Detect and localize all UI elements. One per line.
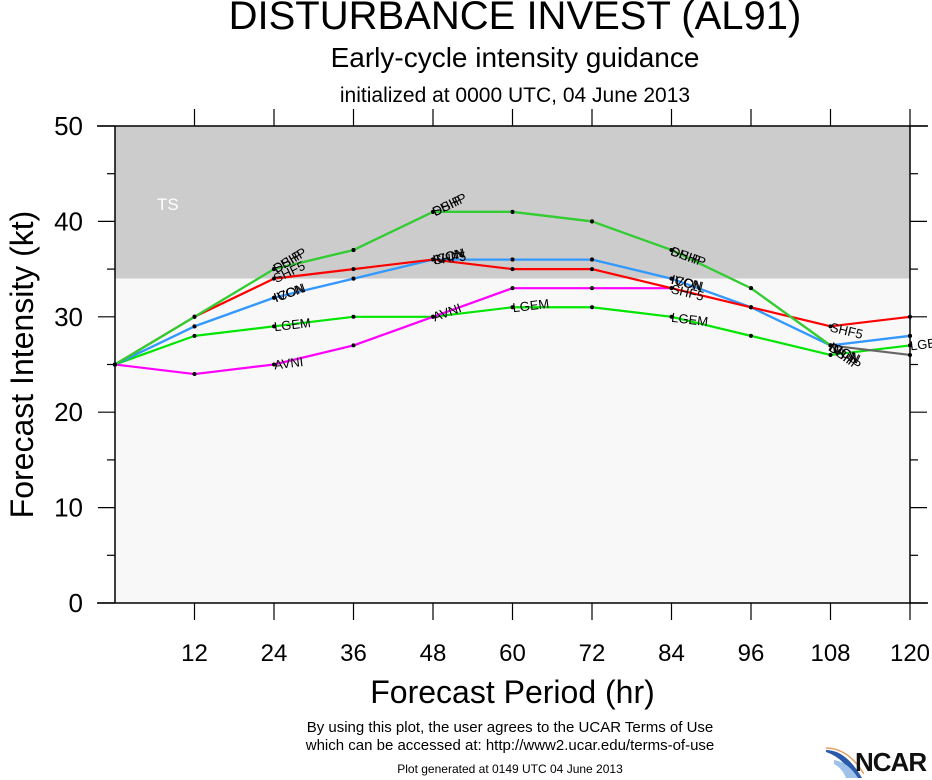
data-point-lgem	[351, 314, 356, 319]
y-tick-label: 10	[54, 493, 83, 523]
generated-time: Plot generated at 0149 UTC 04 June 2013	[397, 762, 623, 776]
series-label-lgem: LGEM	[273, 315, 311, 334]
x-tick-label: 48	[420, 640, 447, 667]
data-point-unlabeled	[908, 352, 912, 357]
x-tick-label: 24	[261, 640, 288, 667]
y-axis-label: Forecast Intensity (kt)	[4, 211, 40, 519]
data-point-ship	[192, 314, 197, 319]
data-point-avni	[351, 343, 356, 348]
terms-line-1: By using this plot, the user agrees to t…	[306, 719, 714, 736]
y-tick-label: 40	[54, 206, 83, 236]
data-point-lgem	[510, 305, 515, 310]
series-label-lgem: LGEM	[671, 310, 709, 329]
ncar-logo-text: NCAR	[855, 747, 927, 777]
data-point-lgem	[590, 305, 594, 310]
data-point-shf5	[828, 324, 833, 329]
ncar-swoosh-icon	[825, 747, 864, 778]
terms-line-2: which can be accessed at: http://www2.uc…	[305, 737, 715, 754]
data-point-ivcn	[351, 276, 356, 281]
data-point-avni	[510, 286, 515, 291]
series-line-avni	[114, 287, 672, 376]
data-point-shf5	[351, 267, 356, 272]
data-point-ship	[272, 267, 276, 272]
chart-subtitle: Early-cycle intensity guidance	[330, 42, 700, 73]
y-tick-label: 20	[54, 397, 83, 427]
intensity-band-below-ts	[115, 278, 910, 603]
series-label-ivcn: IVCN	[670, 272, 704, 294]
x-axis-label: Forecast Period (hr)	[370, 674, 655, 710]
ncar-logo: NCAR	[824, 744, 932, 780]
series-label-avni: AVNI	[273, 354, 304, 372]
data-point-ship	[351, 248, 356, 253]
series-label-icon: ICON	[431, 245, 466, 267]
y-tick-label: 50	[54, 111, 83, 141]
data-point-ivcn	[272, 295, 276, 300]
data-point-shf5	[510, 267, 515, 272]
data-point-lgem	[749, 333, 753, 338]
data-point-ship	[590, 219, 594, 224]
band-label-ts: TS	[157, 195, 179, 214]
series-line-unlabeled	[830, 344, 911, 357]
terms-notice: By using this plot, the user agrees to t…	[250, 719, 770, 755]
data-point-lgem	[908, 343, 912, 348]
x-tick-label: 96	[738, 640, 765, 667]
y-tick-label: 0	[69, 588, 83, 618]
data-point-ivcn	[908, 333, 912, 338]
data-point-shf5	[431, 257, 435, 262]
data-point-avni	[590, 286, 594, 291]
data-point-avni	[431, 314, 435, 319]
x-tick-label: 120	[890, 640, 930, 667]
data-point-ship	[669, 248, 674, 253]
data-point-shf5	[908, 314, 912, 319]
intensity-band-ts	[115, 126, 910, 279]
series-label-lgem: LGEM	[909, 334, 932, 353]
series-label-ivcn: IVCN	[431, 246, 465, 268]
data-point-ivcn	[669, 276, 674, 281]
series-label-shf5: SHF5	[432, 249, 467, 268]
x-tick-label: 84	[658, 640, 685, 667]
x-tick-label: 12	[181, 640, 208, 667]
data-point-ship	[431, 209, 435, 214]
series-label-icon: ICON	[670, 272, 705, 294]
init-time: initialized at 0000 UTC, 04 June 2013	[339, 84, 691, 107]
data-point-lgem	[192, 333, 197, 338]
chart-title: DISTURBANCE INVEST (AL91)	[228, 0, 802, 38]
data-point-shf5	[749, 305, 753, 310]
y-tick-label: 30	[54, 302, 83, 332]
data-point-ship	[510, 209, 515, 214]
x-tick-label: 108	[810, 640, 850, 667]
data-point-lgem	[669, 314, 674, 319]
data-point-ivcn	[510, 257, 515, 262]
x-tick-label: 72	[579, 640, 606, 667]
data-point-lgem	[272, 324, 276, 329]
series-line-ship	[114, 210, 832, 366]
data-point-shf5	[669, 286, 674, 291]
data-point-shf5	[272, 276, 276, 281]
data-point-lgem	[828, 352, 833, 357]
data-point-ivcn	[590, 257, 594, 262]
data-point-unlabeled	[828, 343, 833, 348]
series-label-lgem: LGEM	[512, 296, 550, 315]
data-point-ivcn	[192, 324, 197, 329]
x-tick-label: 60	[499, 640, 526, 667]
data-point-shf5	[590, 267, 594, 272]
data-point-avni	[192, 372, 197, 377]
x-tick-label: 36	[340, 640, 367, 667]
data-point-ship	[749, 286, 753, 291]
data-point-ship	[113, 362, 117, 367]
data-point-avni	[272, 362, 276, 367]
